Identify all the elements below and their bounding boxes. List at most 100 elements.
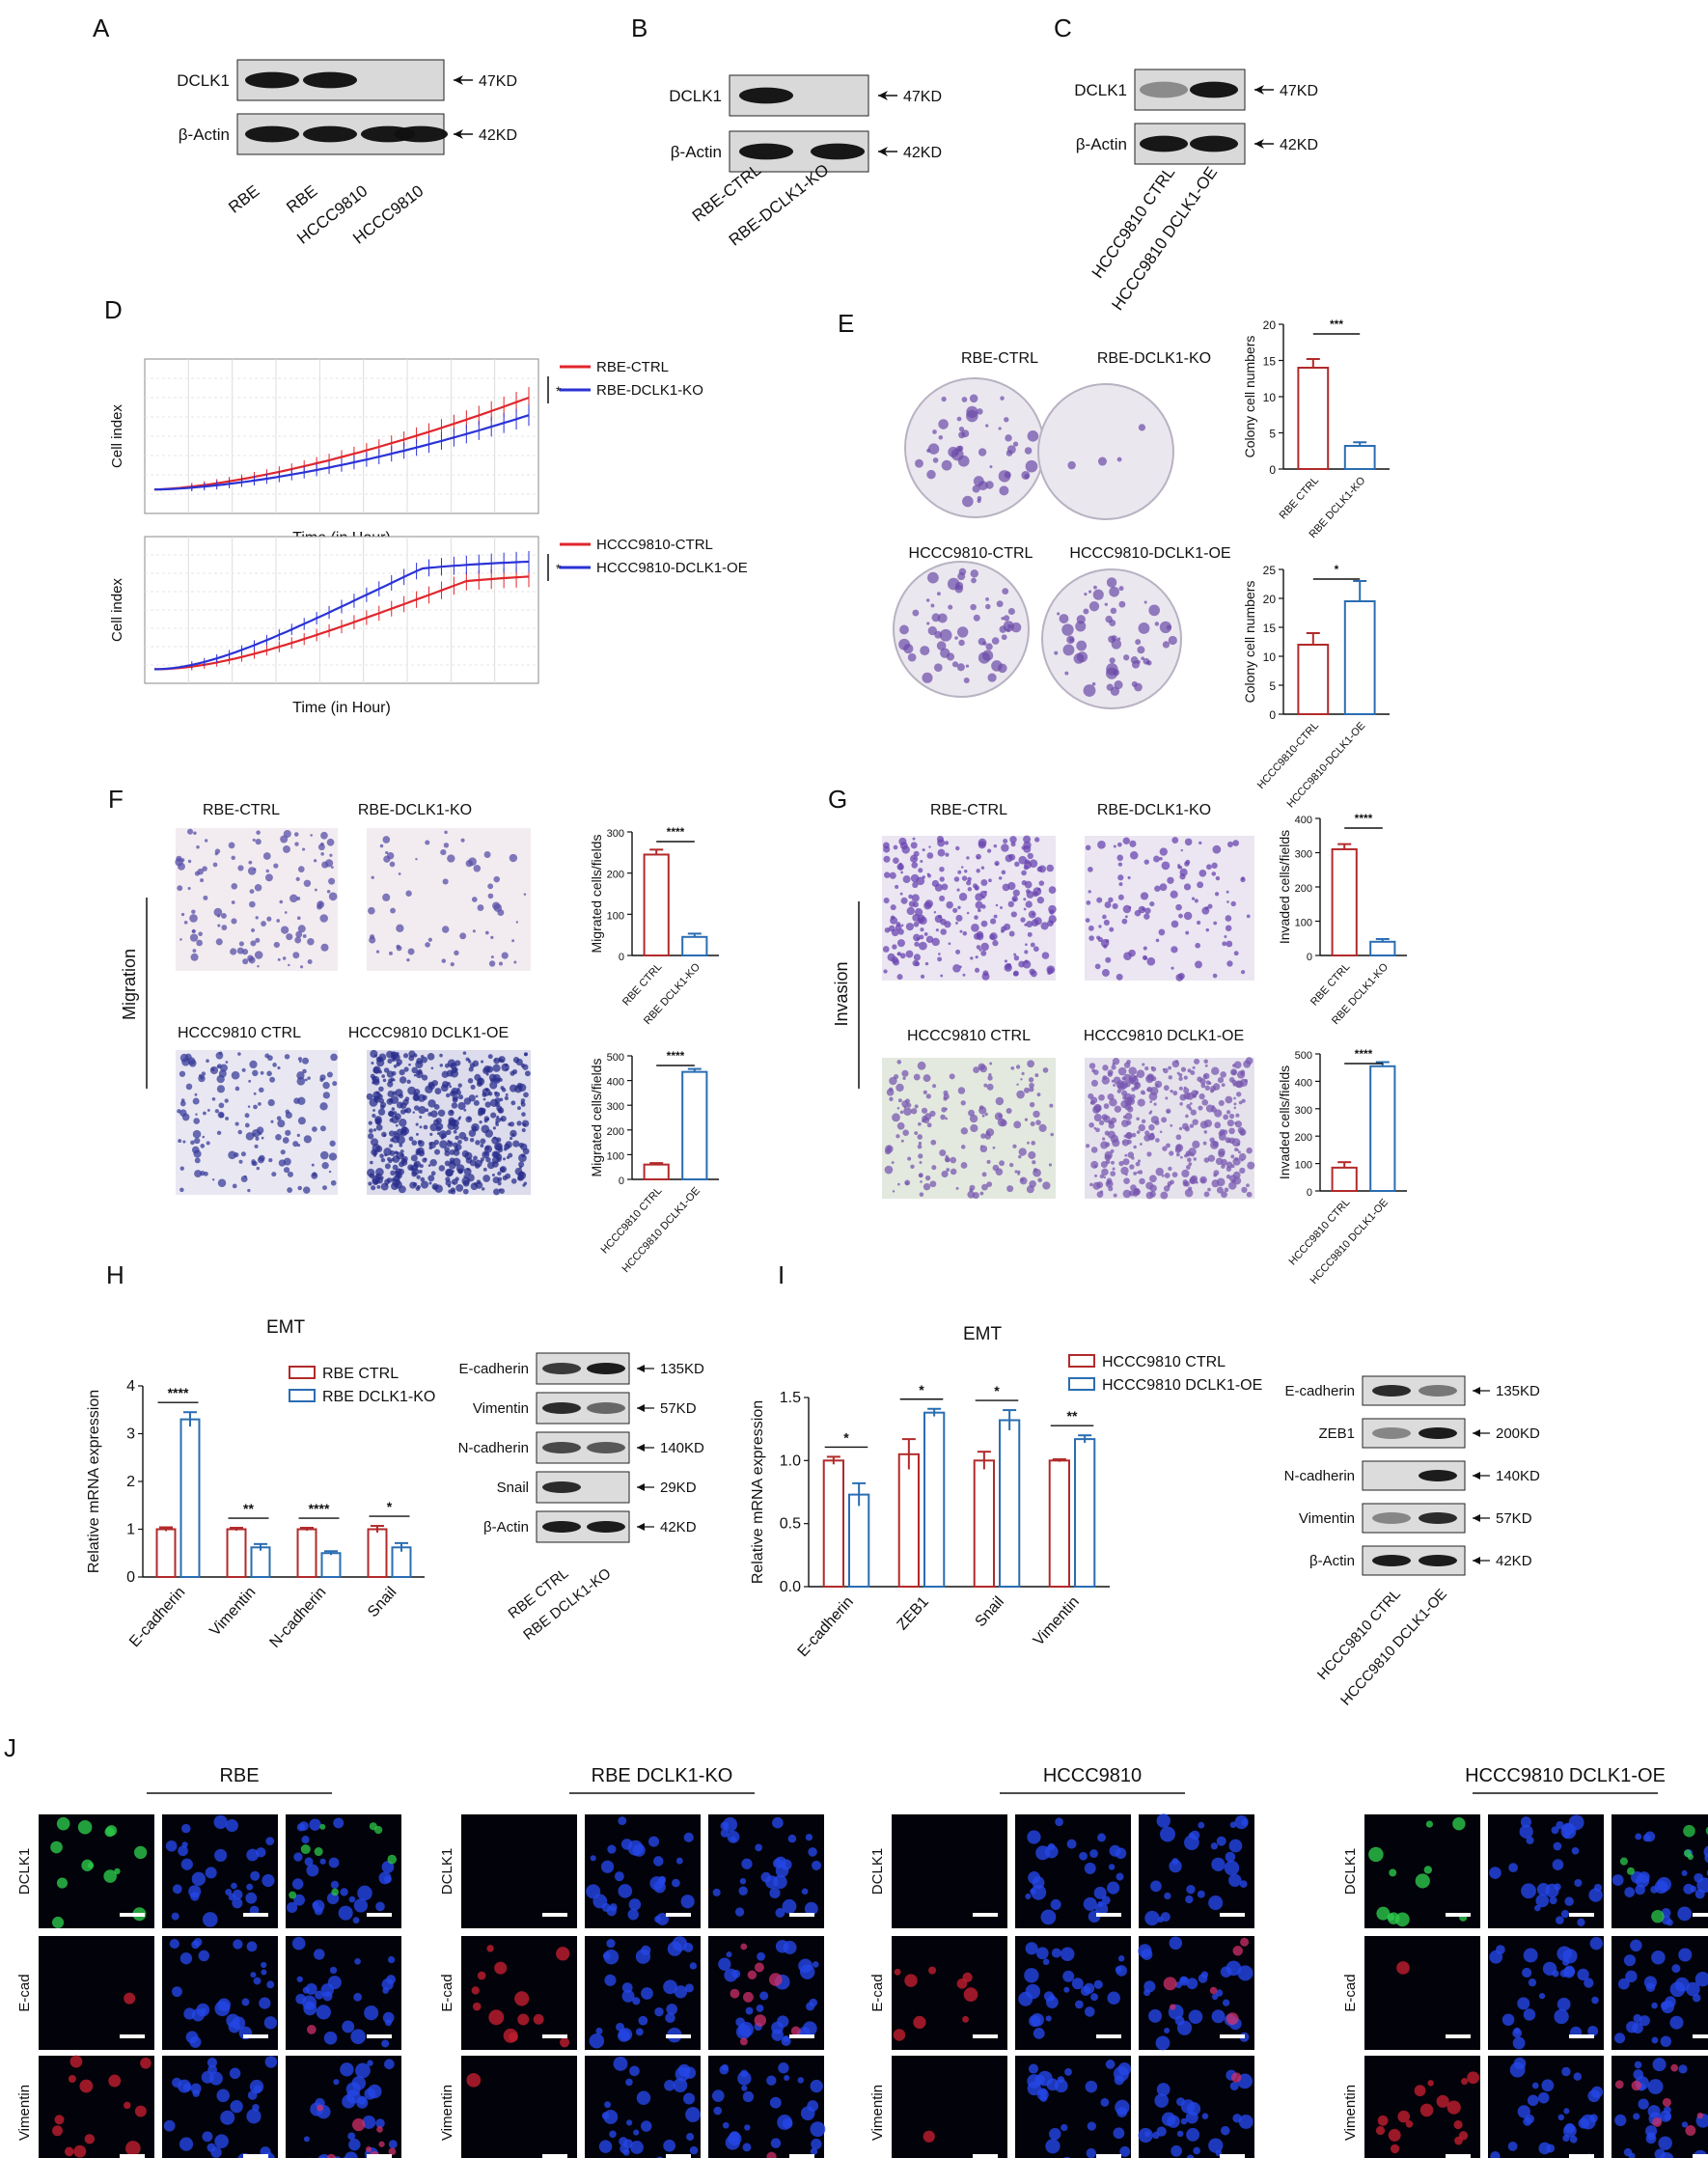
cell (1030, 942, 1035, 948)
cell (444, 1150, 451, 1157)
if-signal (640, 2120, 652, 2132)
cell (302, 847, 306, 851)
colony (977, 408, 983, 415)
micrograph-label: RBE-CTRL (203, 802, 280, 818)
if-signal (1512, 2028, 1523, 2038)
cell (1228, 1113, 1235, 1120)
if-signal (291, 1936, 306, 1950)
cell (252, 838, 256, 843)
if-group-label: RBE (219, 1765, 259, 1786)
cell (511, 1068, 518, 1075)
legend-label: HCCC9810-DCLK1-OE (596, 560, 748, 576)
cell (999, 1160, 1006, 1167)
cell (516, 1120, 522, 1126)
if-signal (228, 1893, 236, 1901)
cell (895, 1083, 904, 1093)
cell (1155, 1138, 1160, 1143)
cell (1117, 862, 1123, 867)
cell (211, 1096, 216, 1101)
cell (385, 1183, 388, 1186)
if-signal (1639, 2015, 1650, 2027)
if-signal (616, 2022, 625, 2032)
cell (372, 1091, 381, 1100)
if-tile (892, 1814, 1007, 1928)
cell (451, 1102, 458, 1109)
if-signal (1467, 2071, 1480, 2085)
cell (1023, 844, 1032, 853)
cell (457, 1083, 462, 1088)
if-signal (191, 1871, 207, 1887)
cell (509, 1121, 515, 1127)
y-axis-label: Cell index (109, 404, 125, 468)
if-signal (635, 1949, 651, 1964)
cell (511, 1133, 515, 1137)
if-signal (259, 1997, 271, 2009)
if-signal (1186, 1978, 1198, 1990)
cell (1104, 1130, 1110, 1136)
if-tile (162, 1814, 278, 1928)
y-axis-label: Migrated cells/fields (589, 1059, 604, 1177)
cell (1165, 1096, 1169, 1100)
cell (1117, 894, 1124, 900)
arrow-head (1473, 1429, 1480, 1437)
blot-protein-label: β-Actin (1076, 135, 1127, 153)
cell (177, 862, 185, 871)
if-signal (683, 1832, 694, 1842)
if-signal (198, 1950, 210, 1962)
cell (319, 914, 328, 923)
cell (989, 932, 998, 941)
cell (388, 1130, 396, 1137)
cell (1198, 1093, 1205, 1100)
colony (1088, 601, 1100, 612)
cell (885, 1145, 894, 1153)
if-signal (1089, 1849, 1098, 1858)
if-signal (1046, 2078, 1060, 2091)
if-signal (1519, 1824, 1533, 1840)
if-row-label: DCLK1 (869, 1848, 886, 1895)
colony (936, 641, 947, 650)
cell (984, 1112, 988, 1117)
cell (461, 1149, 469, 1158)
cell (282, 956, 287, 960)
cell (462, 1179, 470, 1187)
cell (913, 850, 920, 857)
cell (503, 1147, 508, 1151)
if-signal (364, 2006, 379, 2021)
cell (883, 855, 891, 863)
if-signal (724, 1968, 738, 1982)
if-signal (1108, 1864, 1116, 1870)
if-signal (192, 2089, 201, 2097)
if-signal (1665, 1996, 1676, 2007)
cell (1041, 952, 1050, 959)
if-signal (1198, 1974, 1208, 1983)
y-tick-label: 20 (1263, 318, 1277, 332)
if-signal (1229, 2082, 1239, 2091)
cell (1038, 865, 1047, 873)
cell (1023, 907, 1027, 911)
cell (493, 1136, 497, 1140)
y-tick-label: 300 (1295, 849, 1312, 861)
cell (390, 907, 396, 914)
if-signal (1525, 2114, 1535, 2124)
cell (913, 1073, 921, 1081)
if-signal (1522, 1967, 1532, 1978)
if-signal (108, 2074, 122, 2088)
cell (491, 1173, 495, 1176)
cell (1220, 1071, 1226, 1078)
cell (1238, 1150, 1241, 1154)
cell (1185, 1150, 1192, 1157)
if-signal (738, 1886, 748, 1895)
cell (1183, 911, 1193, 921)
cell (1138, 1170, 1143, 1175)
scale-bar (243, 2034, 268, 2038)
if-signal (621, 1989, 635, 2003)
cell (1212, 973, 1218, 979)
scale-bar (973, 1913, 998, 1917)
cell (955, 921, 958, 925)
cell (211, 1178, 215, 1181)
cell (1179, 1155, 1183, 1159)
if-signal (246, 1848, 260, 1862)
if-signal (600, 1860, 615, 1873)
if-signal (477, 1971, 486, 1980)
cell (181, 1058, 190, 1066)
